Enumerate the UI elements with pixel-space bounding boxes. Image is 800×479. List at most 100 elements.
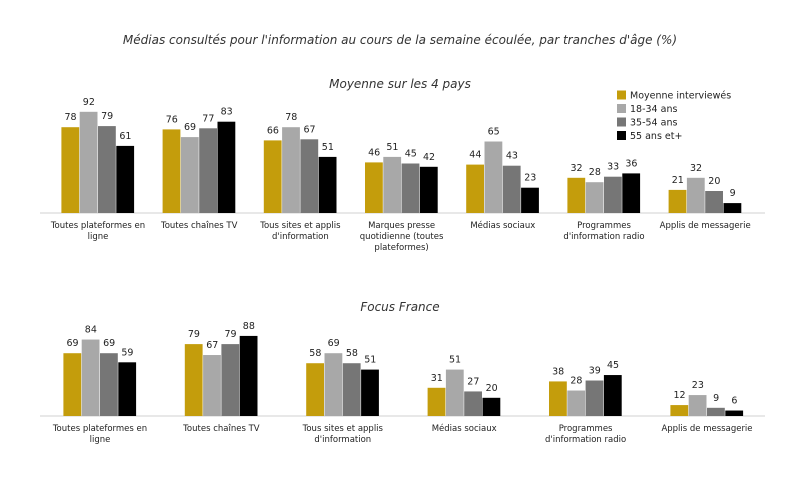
legend-label: 18-34 ans: [630, 104, 677, 115]
bar: [306, 363, 324, 416]
bar: [427, 387, 446, 416]
bar: [705, 191, 723, 213]
bar: [100, 353, 118, 416]
bar: [466, 164, 484, 213]
bar: [318, 156, 337, 213]
value-label: 69: [103, 338, 115, 349]
bar: [282, 127, 300, 213]
legend-swatch: [617, 131, 626, 140]
value-label: 69: [328, 338, 340, 349]
value-label: 51: [449, 355, 461, 366]
bar: [342, 363, 361, 416]
value-label: 28: [589, 167, 601, 178]
value-label: 61: [119, 131, 131, 142]
value-label: 59: [121, 347, 133, 358]
bar: [725, 410, 744, 416]
main-title: Médias consultés pour l'information au c…: [123, 33, 677, 47]
value-label: 9: [730, 188, 736, 199]
bar: [419, 166, 438, 213]
x-tick-label: Médias sociaux: [431, 424, 497, 434]
value-label: 69: [67, 338, 79, 349]
value-label: 20: [486, 383, 498, 394]
legend-swatch: [617, 117, 626, 127]
value-label: 69: [184, 122, 196, 133]
value-label: 12: [674, 390, 686, 401]
value-label: 88: [243, 321, 255, 332]
value-label: 79: [101, 111, 113, 122]
value-label: 45: [405, 149, 417, 160]
legend-label: Moyenne interviewés: [630, 91, 731, 102]
chart-subtitle: Focus France: [360, 300, 439, 314]
value-label: 38: [552, 366, 564, 377]
bar: [549, 381, 567, 416]
bar: [98, 126, 116, 213]
bar: [383, 156, 402, 213]
bar: [688, 395, 707, 416]
x-tick-label: Toutes plateformes en ligne: [52, 424, 148, 445]
value-label: 76: [166, 114, 178, 125]
legend-label: 35-54 ans: [630, 118, 677, 129]
value-label: 43: [506, 151, 518, 162]
value-label: 67: [206, 340, 218, 351]
x-tick-label: Tous sites et applis d'information: [302, 424, 383, 445]
x-tick-label: Toutes plateformes en ligne: [50, 221, 146, 242]
value-label: 83: [221, 107, 233, 118]
bar: [622, 173, 641, 213]
value-label: 79: [225, 329, 237, 340]
bar: [521, 187, 539, 213]
bar: [686, 177, 705, 213]
bar: [723, 203, 742, 213]
bar: [184, 344, 203, 416]
x-tick-label: Programmes d'information radio: [563, 221, 645, 242]
bar: [365, 162, 383, 213]
value-label: 79: [188, 329, 200, 340]
bar: [263, 140, 282, 213]
value-label: 36: [625, 158, 637, 169]
bar: [199, 128, 217, 213]
bar: [603, 375, 622, 416]
value-label: 6: [731, 396, 737, 407]
bar: [502, 165, 521, 213]
value-label: 66: [267, 125, 279, 136]
x-tick-label: Programmes d'information radio: [545, 424, 627, 445]
value-label: 31: [431, 373, 443, 384]
bar: [221, 344, 240, 416]
bar: [707, 407, 725, 416]
x-tick-label: Tous sites et applis d'information: [260, 221, 341, 242]
bar: [567, 390, 586, 416]
bar: [464, 391, 482, 416]
value-label: 28: [570, 376, 582, 387]
value-label: 51: [386, 142, 398, 153]
bar: [81, 339, 100, 416]
bar: [63, 353, 82, 416]
value-label: 27: [467, 376, 479, 387]
value-label: 44: [469, 150, 481, 161]
bar: [445, 369, 464, 416]
value-label: 20: [708, 176, 720, 187]
bar: [604, 176, 622, 213]
value-label: 42: [423, 152, 435, 163]
x-tick-label: Médias sociaux: [470, 221, 536, 231]
value-label: 84: [85, 325, 97, 336]
value-label: 77: [202, 113, 214, 124]
value-label: 33: [607, 162, 619, 173]
bar: [484, 141, 503, 213]
value-label: 21: [672, 175, 684, 186]
chart-subtitle: Moyenne sur les 4 pays: [329, 77, 471, 91]
value-label: 78: [65, 112, 77, 123]
bar: [116, 145, 135, 213]
value-label: 51: [322, 142, 334, 153]
bar: [324, 353, 343, 416]
value-label: 65: [488, 127, 500, 138]
bar: [585, 380, 604, 416]
value-label: 23: [524, 173, 536, 184]
bar: [567, 177, 586, 213]
bar: [162, 129, 181, 213]
x-tick-label: Applis de messagerie: [661, 424, 753, 434]
bar: [585, 182, 604, 213]
bar: [239, 335, 258, 416]
x-tick-label: Marques presse quotidienne (toutes plate…: [359, 221, 444, 253]
value-label: 46: [368, 147, 380, 158]
